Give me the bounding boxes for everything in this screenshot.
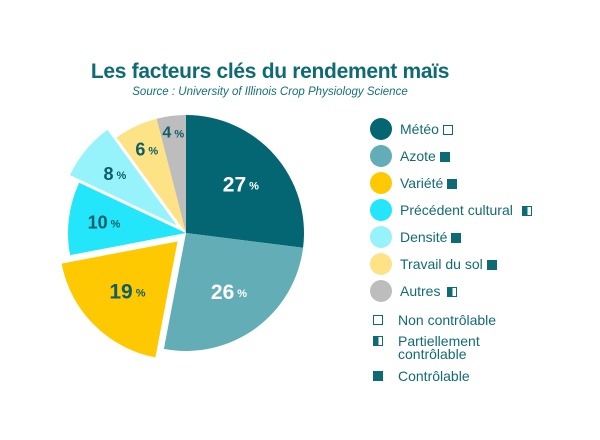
controlable-icon [451, 233, 462, 243]
controlable-icon [439, 152, 450, 162]
legend-swatch [370, 253, 392, 275]
legend-item-autres: Autres [370, 279, 570, 303]
pie-slice-meteo [186, 115, 304, 248]
legend-swatch [370, 118, 392, 140]
key-label: Non contrôlable [398, 312, 497, 328]
key-label-line1: Partiellement [398, 333, 480, 349]
slice-data-label: 26% [211, 281, 247, 304]
slice-data-label: 4% [162, 124, 184, 141]
non-controlable-icon [373, 315, 383, 325]
slice-data-label: 10% [88, 213, 121, 233]
partiellement-controlable-icon [521, 206, 532, 216]
legend-item-meteo: Météo [370, 117, 570, 141]
slice-data-label: 8% [104, 164, 127, 184]
key-label-line2: contrôlable [398, 346, 467, 362]
legend-item-densite: Densité [370, 225, 570, 249]
pie-slice-densite [69, 129, 177, 226]
pie-slice-autres [156, 115, 186, 233]
controlable-icon [486, 260, 497, 270]
controlable-icon [447, 179, 458, 189]
non-controlable-icon [442, 125, 453, 135]
legend-label: Autres [400, 283, 458, 299]
pie-slice-precedent-cultural [68, 182, 186, 256]
legend-swatch [370, 145, 392, 167]
legend-label: Densité [400, 229, 462, 245]
legend-label: Précédent cultural [400, 202, 532, 218]
legend-item-precedent-cultural: Précédent cultural [370, 198, 570, 222]
chart-subtitle: Source : University of Illinois Crop Phy… [132, 86, 408, 98]
legend-swatch [370, 199, 392, 221]
key-label: Contrôlable [398, 368, 470, 384]
chart-title: Les facteurs clés du rendement maïs [90, 60, 450, 83]
legend-label: Azote [400, 148, 450, 164]
pie-slice-travail-du-sol [116, 118, 186, 233]
legend-swatch [370, 280, 392, 302]
legend-item-variete: Variété [370, 171, 570, 195]
controlable-icon [373, 371, 383, 381]
partiellement-controlable-icon [447, 287, 458, 297]
pie-slice-azote [163, 233, 304, 351]
legend-label: Travail du sol [400, 256, 497, 272]
legend-item-azote: Azote [370, 144, 570, 168]
legend-label: Variété [400, 175, 458, 191]
slice-data-label: 6% [135, 140, 158, 160]
partiellement-controlable-icon [373, 336, 383, 346]
slice-data-label: 27% [223, 173, 259, 196]
slice-data-label: 19% [109, 280, 145, 303]
legend-swatch [370, 226, 392, 248]
pie-slice-variete [61, 241, 178, 358]
legend-swatch [370, 172, 392, 194]
legend-label: Météo [400, 121, 453, 137]
legend-item-travail-du-sol: Travail du sol [370, 252, 570, 276]
